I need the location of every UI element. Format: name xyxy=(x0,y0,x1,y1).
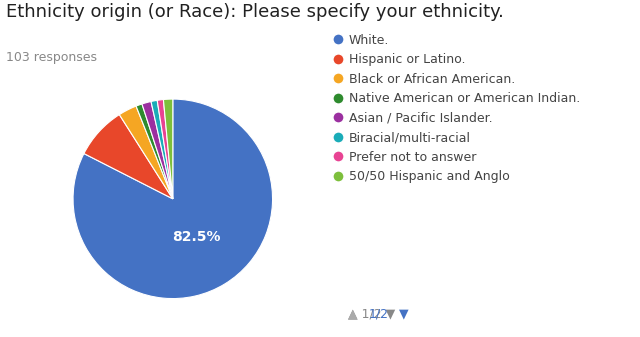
Wedge shape xyxy=(84,115,173,199)
Text: ▼: ▼ xyxy=(399,307,408,320)
Wedge shape xyxy=(73,99,273,299)
Wedge shape xyxy=(163,99,173,199)
Wedge shape xyxy=(119,106,173,199)
Wedge shape xyxy=(136,104,173,199)
Text: 82.5%: 82.5% xyxy=(172,230,221,244)
Text: 1/2: 1/2 xyxy=(369,307,389,320)
Wedge shape xyxy=(142,101,173,199)
Wedge shape xyxy=(151,100,173,199)
Text: Ethnicity origin (or Race): Please specify your ethnicity.: Ethnicity origin (or Race): Please speci… xyxy=(6,3,504,21)
Text: 103 responses: 103 responses xyxy=(6,51,97,64)
Text: ▲ 1/2 ▼: ▲ 1/2 ▼ xyxy=(348,307,395,320)
Legend: White., Hispanic or Latino., Black or African American., Native American or Amer: White., Hispanic or Latino., Black or Af… xyxy=(333,34,580,183)
Text: ▲: ▲ xyxy=(348,307,358,320)
Wedge shape xyxy=(157,99,173,199)
